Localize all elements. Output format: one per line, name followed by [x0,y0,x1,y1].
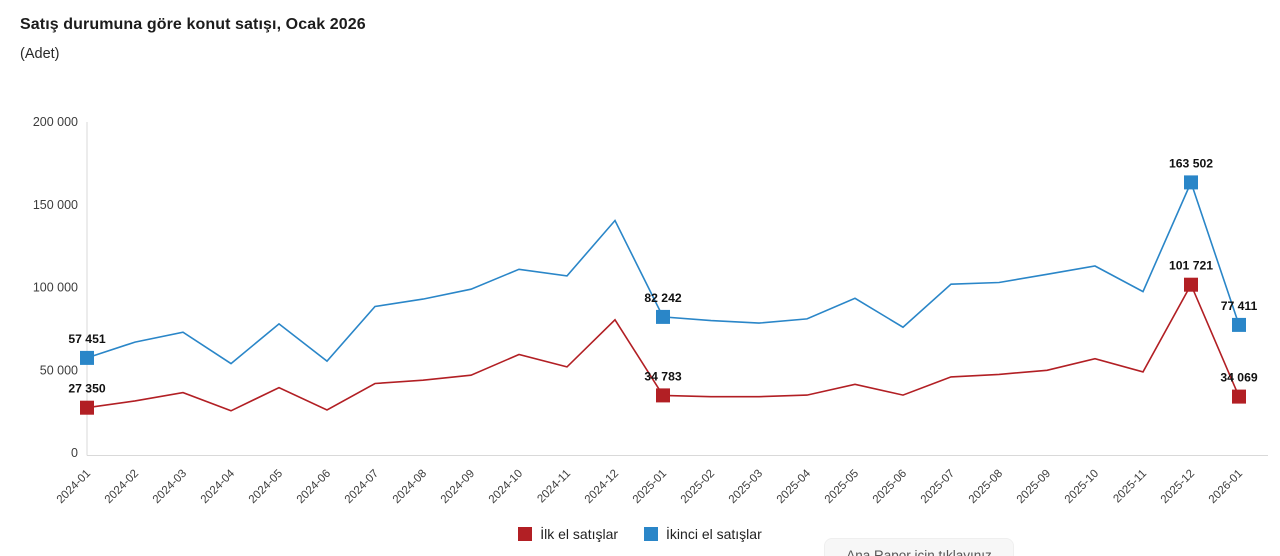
legend-label: İlk el satışlar [540,526,619,542]
x-axis-tick-label: 2024-12 [583,468,621,506]
x-axis-tick-label: 2024-09 [439,468,477,506]
x-axis-tick-label: 2025-04 [775,467,814,506]
data-point-marker[interactable] [1184,277,1198,292]
x-axis-tick-label: 2025-08 [967,468,1005,506]
chart-subtitle: (Adet) [20,46,60,62]
chart-legend: İlk el satışlar İkinci el satışlar [0,526,1280,542]
x-axis-tick-label: 2026-01 [1207,468,1245,506]
data-point-label: 163 502 [1169,156,1213,170]
x-axis-tick-label: 2024-06 [295,468,333,506]
y-axis-tick-label: 200 000 [33,115,78,129]
data-point-marker[interactable] [80,350,94,365]
second-hand-swatch-icon [644,527,659,541]
y-axis-tick-label: 0 [71,446,78,460]
x-axis-tick-label: 2024-10 [487,468,525,506]
data-point-marker[interactable] [1232,317,1246,332]
x-axis-tick-label: 2024-11 [535,468,573,506]
main-report-link[interactable]: Ana Rapor için tıklayınız [824,538,1014,556]
x-axis-tick-label: 2024-02 [103,468,141,506]
legend-item-second-hand[interactable]: İkinci el satışlar [644,526,762,542]
x-axis-tick-label: 2025-07 [919,468,957,506]
y-axis-tick-label: 100 000 [33,281,78,295]
x-axis-tick-label: 2025-03 [727,468,765,506]
data-point-marker[interactable] [1184,175,1198,190]
x-axis-tick-label: 2024-04 [199,467,238,506]
x-axis-tick-label: 2025-06 [871,468,909,506]
data-point-label: 27 350 [68,382,105,396]
data-point-label: 101 721 [1169,259,1213,273]
first-hand-swatch-icon [518,527,533,541]
x-axis-tick-label: 2025-05 [823,468,861,506]
data-point-label: 57 451 [68,332,105,346]
x-axis-tick-label: 2024-05 [247,468,285,506]
data-point-marker[interactable] [1232,389,1246,404]
x-axis-tick-label: 2024-01 [55,468,93,506]
x-axis-tick-label: 2024-08 [391,468,429,506]
x-axis-tick-label: 2025-01 [631,468,669,506]
data-point-label: 34 783 [644,369,681,383]
chart-title: Satış durumuna göre konut satışı, Ocak 2… [20,16,366,33]
x-axis-tick-label: 2024-07 [343,468,381,506]
x-axis-tick-label: 2025-09 [1015,468,1053,506]
data-point-label: 77 411 [1221,299,1258,313]
x-axis-tick-label: 2025-10 [1063,468,1101,506]
x-axis-tick-label: 2024-03 [151,468,189,506]
data-point-marker[interactable] [656,388,670,403]
x-axis-tick-label: 2025-12 [1159,468,1197,506]
line-series [86,180,1240,365]
data-point-label: 82 242 [644,291,681,305]
legend-label: İkinci el satışlar [666,526,762,542]
data-point-label: 34 069 [1220,371,1257,385]
data-point-marker[interactable] [80,400,94,415]
x-axis-tick-label: 2025-02 [679,468,717,506]
legend-item-first-hand[interactable]: İlk el satışlar [518,526,618,542]
y-axis-tick-label: 150 000 [33,198,78,212]
y-axis-tick-label: 50 000 [40,363,78,377]
data-point-marker[interactable] [656,309,670,324]
x-axis-tick-label: 2025-11 [1111,468,1149,506]
main-report-link-label: Ana Rapor için tıklayınız [846,548,992,556]
